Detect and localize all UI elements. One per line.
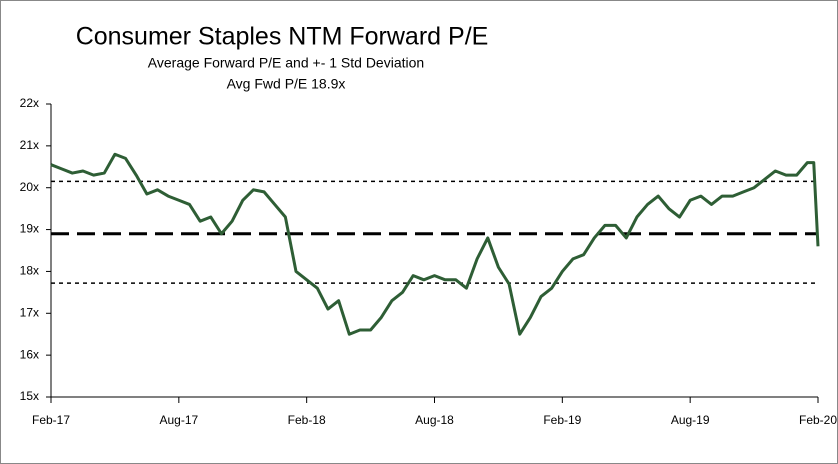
annotation: Avg Fwd P/E 18.9x (227, 76, 346, 92)
y-tick-label: 18x (20, 264, 39, 278)
x-tick-label: Feb-20 (799, 413, 837, 427)
x-tick-label: Feb-19 (543, 413, 581, 427)
y-tick-label: 22x (20, 96, 39, 110)
y-tick-label: 19x (20, 222, 39, 236)
x-tick-label: Feb-17 (32, 413, 70, 427)
chart-subtitle: Average Forward P/E and +- 1 Std Deviati… (148, 55, 424, 71)
x-tick-label: Aug-19 (671, 413, 710, 427)
y-tick-label: 20x (20, 180, 39, 194)
y-tick-label: 15x (20, 389, 39, 403)
y-tick-label: 21x (20, 138, 39, 152)
chart-title: Consumer Staples NTM Forward P/E (76, 23, 489, 51)
x-tick-label: Aug-18 (415, 413, 454, 427)
data-line (50, 152, 820, 336)
x-tick-label: Feb-18 (288, 413, 326, 427)
y-tick-label: 16x (20, 347, 39, 361)
x-tick-label: Aug-17 (159, 413, 198, 427)
y-tick-label: 17x (20, 305, 39, 319)
